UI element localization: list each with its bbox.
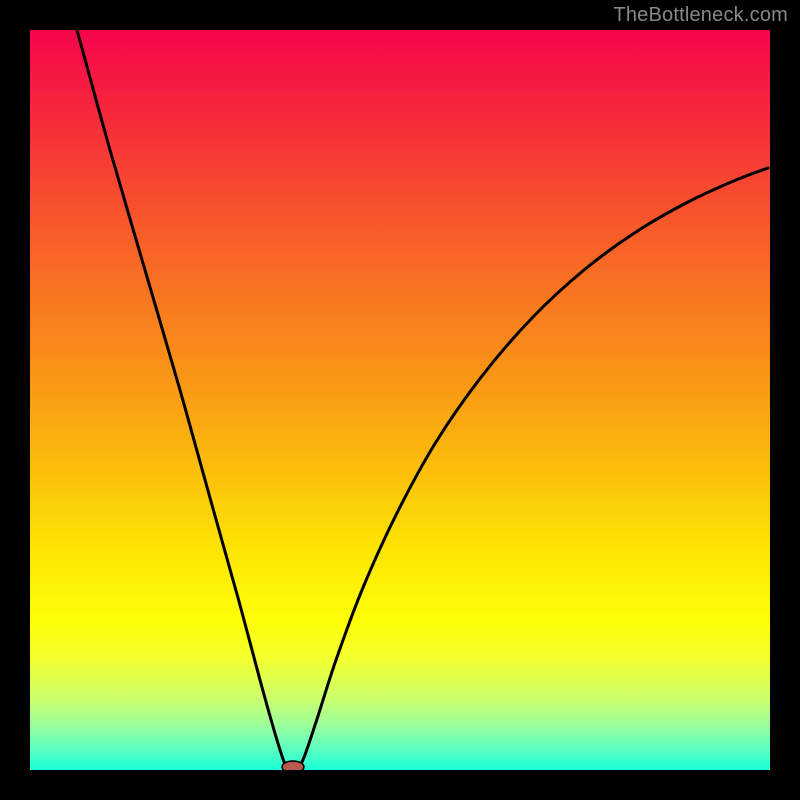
figure-root: TheBottleneck.com — [0, 0, 800, 800]
watermark-text: TheBottleneck.com — [613, 4, 788, 27]
plot-background — [30, 30, 770, 770]
plot-svg — [0, 0, 800, 800]
